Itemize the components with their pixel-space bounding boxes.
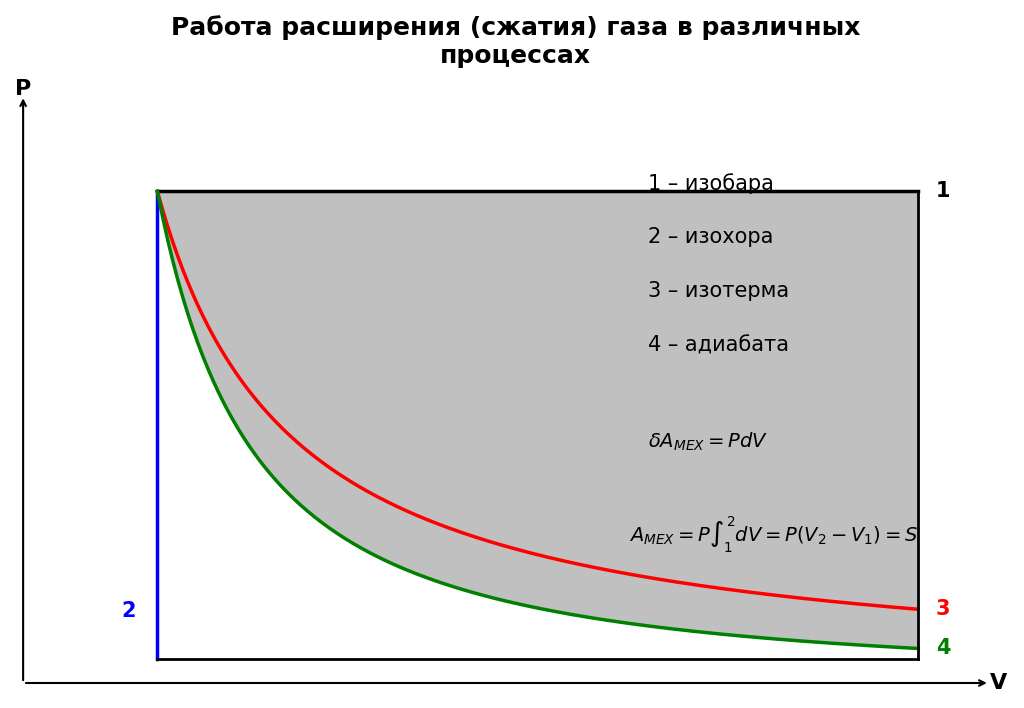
Text: 2 – изохора: 2 – изохора (648, 227, 774, 247)
Text: 1: 1 (936, 181, 950, 201)
Text: 4: 4 (936, 639, 950, 658)
Text: V: V (990, 673, 1008, 693)
Text: 3: 3 (936, 599, 950, 620)
Text: $A_{MEX} = P\int_{1}^{2}dV = P(V_2 - V_1) = S$: $A_{MEX} = P\int_{1}^{2}dV = P(V_2 - V_1… (629, 515, 918, 555)
Text: 4 – адиабата: 4 – адиабата (648, 336, 790, 355)
Text: 1 – изобара: 1 – изобара (648, 173, 774, 194)
Text: P: P (15, 79, 32, 99)
Text: $\delta A_{MEX} = PdV$: $\delta A_{MEX} = PdV$ (648, 431, 768, 454)
Text: 3 – изотерма: 3 – изотерма (648, 281, 790, 302)
Text: 2: 2 (122, 601, 136, 621)
Title: Работа расширения (сжатия) газа в различных
процессах: Работа расширения (сжатия) газа в различ… (171, 15, 860, 67)
